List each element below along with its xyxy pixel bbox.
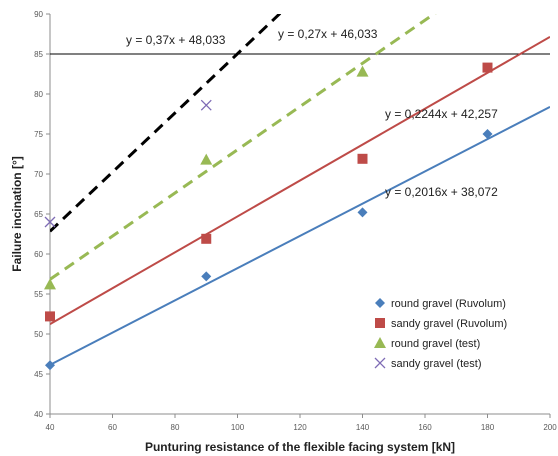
trendline-equation: y = 0,2244x + 42,257: [385, 107, 498, 121]
x-tick-label: 60: [108, 423, 117, 432]
legend-entry: sandy gravel (test): [391, 358, 481, 370]
legend-entry: round gravel (test): [391, 338, 480, 350]
trendline: [50, 14, 437, 281]
data-point: [356, 65, 369, 77]
data-point: [482, 62, 493, 73]
data-point: [201, 271, 212, 282]
x-tick-label: 40: [46, 423, 55, 432]
data-point: [374, 357, 386, 369]
y-tick-label: 65: [34, 210, 43, 219]
trendlines: [50, 14, 550, 366]
x-tick-label: 160: [418, 423, 432, 432]
data-point: [44, 278, 56, 290]
data-point: [375, 318, 385, 328]
x-axis-title: Punturing resistance of the flexible fac…: [145, 440, 455, 454]
trendline-equation: y = 0,37x + 48,033: [126, 33, 226, 47]
trendline: [50, 36, 550, 326]
y-tick-label: 70: [34, 170, 43, 179]
data-point: [374, 337, 386, 348]
data-point: [200, 99, 212, 111]
legend-entry: round gravel (Ruvolum): [391, 298, 506, 310]
trendline: [50, 105, 550, 366]
trendline-equation: y = 0,2016x + 38,072: [385, 185, 498, 199]
x-tick-label: 80: [171, 423, 180, 432]
x-tick-label: 100: [231, 423, 245, 432]
y-tick-label: 45: [34, 370, 43, 379]
y-tick-label: 50: [34, 330, 43, 339]
y-tick-label: 75: [34, 130, 43, 139]
trendline-equation: y = 0,27x + 46,033: [278, 27, 378, 41]
y-tick-label: 80: [34, 90, 43, 99]
trendline-equations: y = 0,2016x + 38,072 y = 0,2244x + 42,257…: [126, 27, 498, 199]
x-tick-label: 180: [481, 423, 495, 432]
y-tick-label: 40: [34, 410, 43, 419]
data-point: [44, 216, 56, 228]
data-point: [200, 153, 213, 165]
x-tick-label: 120: [293, 423, 307, 432]
data-point: [45, 311, 55, 322]
y-axis-title: Failure incination [°]: [10, 156, 24, 271]
axes: 40 60 80 100 120 140 160 180 200 40 45 50 55 60 65 70 75…: [34, 10, 557, 432]
data-points: [44, 62, 493, 371]
y-tick-label: 55: [34, 290, 43, 299]
y-tick-label: 60: [34, 250, 43, 259]
data-point: [201, 233, 212, 244]
data-point: [375, 298, 385, 308]
legend: round gravel (Ruvolum) sandy gravel (Ruvo…: [374, 298, 507, 370]
legend-entry: sandy gravel (Ruvolum): [391, 318, 507, 330]
data-point: [357, 153, 368, 164]
x-tick-label: 200: [543, 423, 557, 432]
data-point: [357, 207, 368, 218]
y-tick-label: 90: [34, 10, 43, 19]
x-tick-label: 140: [356, 423, 370, 432]
data-point: [482, 129, 493, 139]
trendline: [50, 14, 282, 233]
data-point: [45, 360, 55, 371]
y-tick-label: 85: [34, 50, 43, 59]
